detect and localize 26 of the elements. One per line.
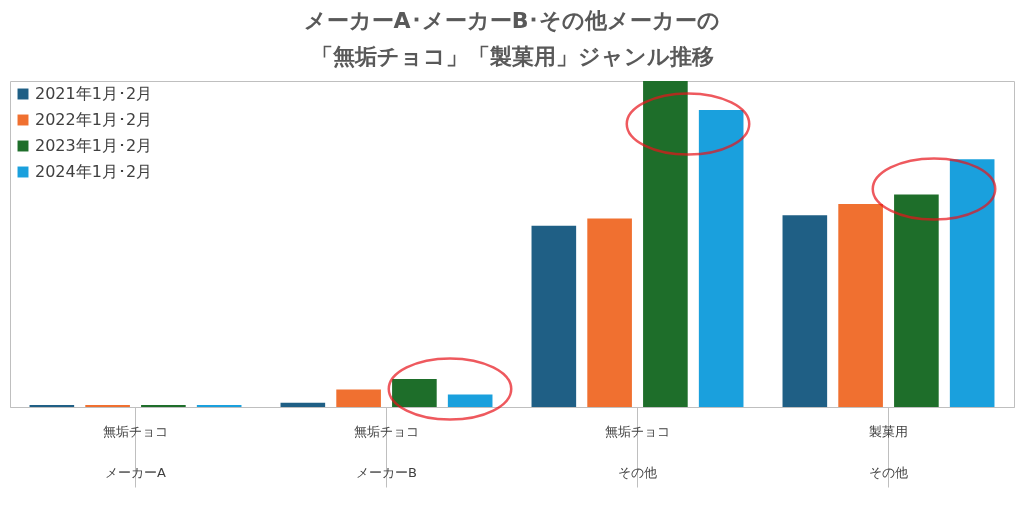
bar: [336, 389, 381, 407]
bar: [392, 378, 437, 407]
legend-label: 2024年1月･2月: [35, 162, 153, 181]
chart-title: メーカーA･メーカーB･その他メーカーの: [303, 8, 721, 33]
x-tick-label: 無垢チョコ: [605, 423, 670, 439]
bar: [280, 402, 326, 407]
chart-subtitle: 「無垢チョコ」「製菓用」ジャンル推移: [310, 44, 714, 69]
text: メーカーA: [105, 465, 167, 480]
bar: [698, 110, 744, 407]
bar: [447, 394, 493, 407]
bar: [838, 203, 883, 407]
bar: [782, 215, 828, 407]
legend-label: 2022年1月･2月: [35, 110, 153, 129]
bar: [587, 218, 632, 407]
x-tick-label: 製菓用: [869, 423, 908, 439]
text: メーカーB: [356, 465, 417, 480]
bar: [643, 81, 688, 407]
x-tick-label: 無垢チョコ: [103, 423, 168, 439]
text: その他: [618, 465, 657, 480]
bar: [531, 225, 577, 407]
text: その他: [869, 465, 908, 480]
legend-label: 2023年1月･2月: [35, 136, 153, 155]
x-tick-label: 無垢チョコ: [354, 423, 419, 439]
bar: [894, 194, 939, 407]
bar: [949, 159, 995, 407]
legend-label: 2021年1月･2月: [35, 84, 153, 103]
